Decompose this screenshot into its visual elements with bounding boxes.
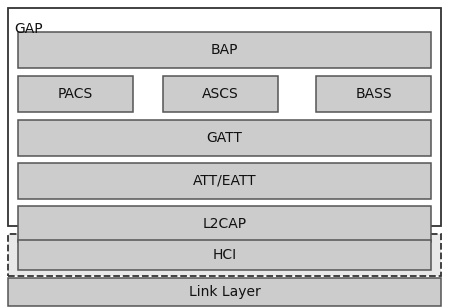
Text: BAP: BAP <box>211 43 238 57</box>
Bar <box>8 8 441 226</box>
Text: L2CAP: L2CAP <box>202 217 247 231</box>
Text: GAP: GAP <box>14 22 43 36</box>
Bar <box>18 120 431 156</box>
Bar <box>18 76 133 112</box>
Bar <box>163 76 278 112</box>
Text: HCI: HCI <box>212 248 237 262</box>
Bar <box>18 163 431 199</box>
Bar <box>8 234 441 276</box>
Text: ATT/EATT: ATT/EATT <box>193 174 256 188</box>
Bar <box>18 206 431 242</box>
Text: BASS: BASS <box>355 87 392 101</box>
Bar <box>316 76 431 112</box>
Bar <box>18 240 431 270</box>
Text: GATT: GATT <box>207 131 243 145</box>
Text: ASCS: ASCS <box>202 87 239 101</box>
Bar <box>8 278 441 306</box>
Bar <box>18 32 431 68</box>
Text: PACS: PACS <box>58 87 93 101</box>
Text: Link Layer: Link Layer <box>189 285 260 299</box>
